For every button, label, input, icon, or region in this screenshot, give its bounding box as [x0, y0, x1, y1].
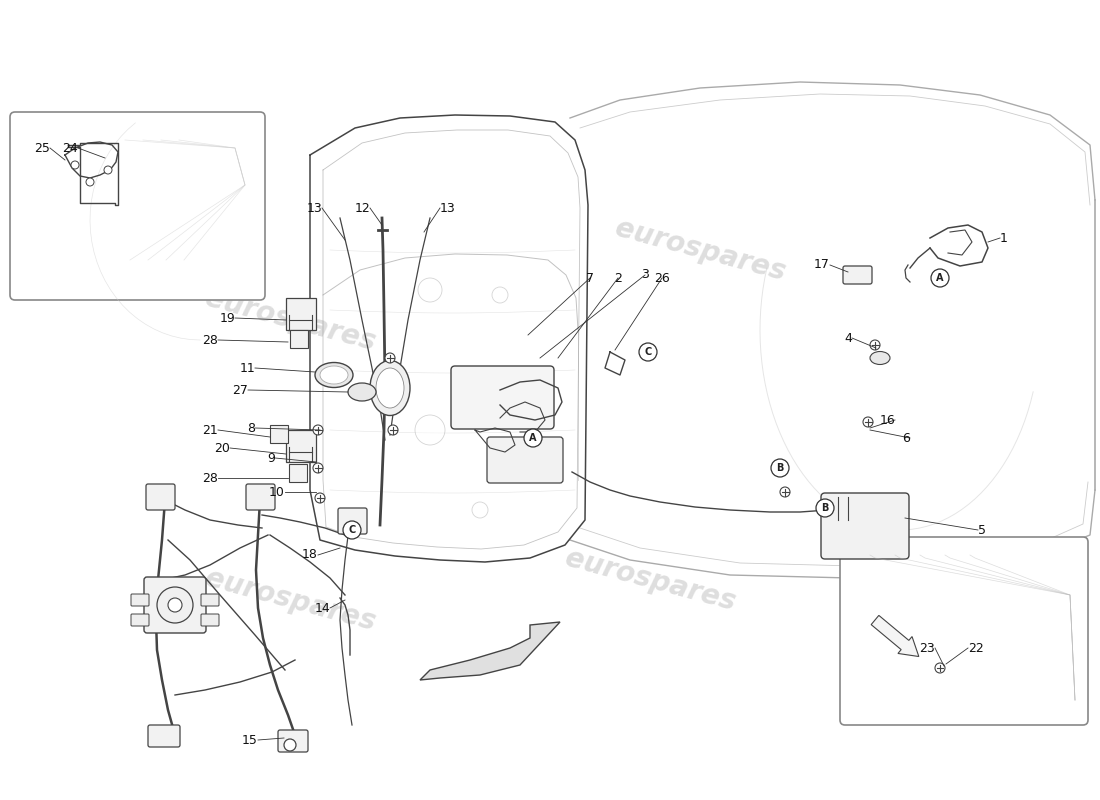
Circle shape	[388, 425, 398, 435]
Circle shape	[931, 269, 949, 287]
Circle shape	[870, 340, 880, 350]
Text: 9: 9	[267, 451, 275, 465]
Text: 16: 16	[879, 414, 895, 426]
Text: C: C	[645, 347, 651, 357]
Polygon shape	[420, 622, 560, 680]
Text: 23: 23	[920, 642, 935, 654]
Circle shape	[314, 425, 323, 435]
Text: 5: 5	[978, 523, 986, 537]
Text: 4: 4	[844, 331, 852, 345]
Text: 12: 12	[354, 202, 370, 214]
Text: 13: 13	[440, 202, 455, 214]
Ellipse shape	[370, 361, 410, 415]
Text: 7: 7	[586, 271, 594, 285]
FancyBboxPatch shape	[451, 366, 554, 429]
Text: 11: 11	[240, 362, 255, 374]
Circle shape	[385, 353, 395, 363]
Text: eurospares: eurospares	[612, 214, 789, 286]
Text: 27: 27	[232, 383, 248, 397]
Text: 1: 1	[1000, 231, 1008, 245]
Circle shape	[645, 345, 654, 355]
Text: 19: 19	[219, 311, 235, 325]
FancyBboxPatch shape	[246, 484, 275, 510]
FancyBboxPatch shape	[270, 425, 288, 443]
FancyBboxPatch shape	[10, 112, 265, 300]
Text: 21: 21	[202, 423, 218, 437]
FancyBboxPatch shape	[290, 330, 308, 348]
Text: 10: 10	[270, 486, 285, 498]
Text: C: C	[349, 525, 355, 535]
Text: 26: 26	[654, 271, 670, 285]
Text: 18: 18	[302, 549, 318, 562]
FancyBboxPatch shape	[286, 298, 316, 330]
FancyBboxPatch shape	[487, 437, 563, 483]
Ellipse shape	[320, 366, 348, 384]
Circle shape	[104, 166, 112, 174]
FancyArrow shape	[871, 615, 918, 657]
Text: eurospares: eurospares	[201, 284, 378, 356]
Circle shape	[72, 161, 79, 169]
Circle shape	[864, 417, 873, 427]
Circle shape	[284, 739, 296, 751]
Text: 24: 24	[63, 142, 78, 154]
Text: 14: 14	[315, 602, 330, 614]
Text: 20: 20	[214, 442, 230, 454]
Text: 6: 6	[902, 431, 910, 445]
FancyBboxPatch shape	[144, 577, 206, 633]
Text: A: A	[529, 433, 537, 443]
FancyBboxPatch shape	[278, 730, 308, 752]
FancyBboxPatch shape	[338, 508, 367, 534]
Text: 15: 15	[242, 734, 258, 746]
Circle shape	[492, 287, 508, 303]
Circle shape	[86, 178, 94, 186]
FancyBboxPatch shape	[821, 493, 909, 559]
Ellipse shape	[870, 351, 890, 365]
Text: 22: 22	[968, 642, 983, 654]
Circle shape	[816, 499, 834, 517]
Circle shape	[157, 587, 192, 623]
Circle shape	[415, 415, 446, 445]
Text: 28: 28	[202, 471, 218, 485]
Circle shape	[314, 463, 323, 473]
Text: 2: 2	[614, 271, 622, 285]
Text: 3: 3	[641, 269, 649, 282]
FancyBboxPatch shape	[131, 594, 149, 606]
Text: 13: 13	[306, 202, 322, 214]
FancyBboxPatch shape	[289, 464, 307, 482]
FancyBboxPatch shape	[201, 594, 219, 606]
Text: eurospares: eurospares	[201, 564, 378, 636]
Ellipse shape	[376, 368, 404, 408]
FancyBboxPatch shape	[286, 430, 316, 462]
FancyBboxPatch shape	[843, 266, 872, 284]
Text: 28: 28	[202, 334, 218, 346]
Ellipse shape	[315, 362, 353, 387]
Text: 8: 8	[248, 422, 255, 434]
Text: 25: 25	[34, 142, 50, 154]
FancyBboxPatch shape	[146, 484, 175, 510]
FancyBboxPatch shape	[148, 725, 180, 747]
Text: 17: 17	[814, 258, 830, 271]
Text: A: A	[936, 273, 944, 283]
Circle shape	[490, 460, 510, 480]
Circle shape	[418, 278, 442, 302]
Ellipse shape	[348, 383, 376, 401]
Circle shape	[639, 343, 657, 361]
Text: B: B	[822, 503, 828, 513]
Circle shape	[771, 459, 789, 477]
Circle shape	[472, 502, 488, 518]
FancyBboxPatch shape	[131, 614, 149, 626]
Circle shape	[315, 493, 324, 503]
Text: B: B	[777, 463, 783, 473]
Circle shape	[168, 598, 182, 612]
Circle shape	[343, 521, 361, 539]
Circle shape	[935, 663, 945, 673]
FancyBboxPatch shape	[201, 614, 219, 626]
FancyBboxPatch shape	[840, 537, 1088, 725]
Text: eurospares: eurospares	[562, 544, 738, 616]
Circle shape	[524, 429, 542, 447]
Circle shape	[780, 487, 790, 497]
